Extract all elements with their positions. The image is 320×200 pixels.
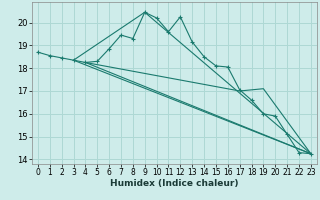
X-axis label: Humidex (Indice chaleur): Humidex (Indice chaleur) <box>110 179 239 188</box>
